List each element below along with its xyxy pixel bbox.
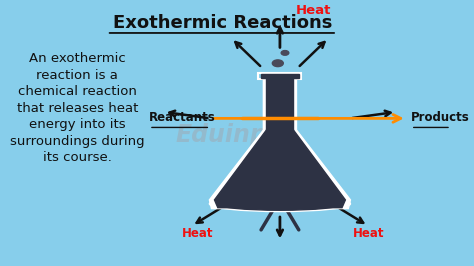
- Text: An exothermic
reaction is a
chemical reaction
that releases heat
energy into its: An exothermic reaction is a chemical rea…: [10, 52, 145, 164]
- Polygon shape: [266, 78, 293, 130]
- Ellipse shape: [210, 196, 350, 211]
- Text: Eduinput: Eduinput: [176, 123, 295, 147]
- Text: Reactants: Reactants: [149, 111, 216, 124]
- Circle shape: [281, 51, 289, 55]
- Polygon shape: [210, 77, 350, 209]
- Ellipse shape: [217, 197, 343, 210]
- Polygon shape: [261, 74, 299, 78]
- Text: Heat: Heat: [296, 4, 331, 17]
- Text: Heat: Heat: [353, 227, 384, 240]
- Text: Products: Products: [411, 111, 470, 124]
- Text: Exothermic Reactions: Exothermic Reactions: [113, 14, 333, 32]
- Circle shape: [273, 60, 283, 66]
- Text: Heat: Heat: [182, 227, 213, 240]
- Polygon shape: [214, 130, 346, 208]
